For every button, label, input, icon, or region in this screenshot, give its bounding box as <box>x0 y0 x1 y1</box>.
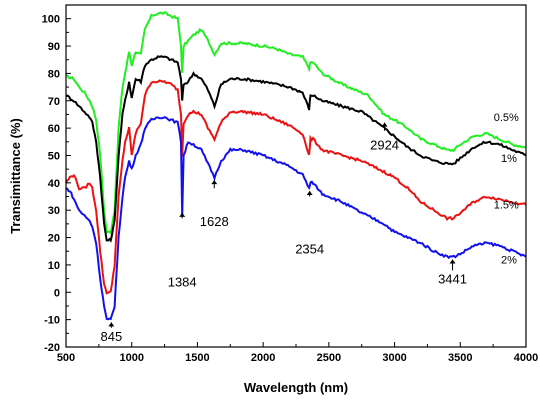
peak-arrow-head <box>108 322 115 327</box>
y-tick-label: 100 <box>42 14 60 26</box>
axis-group: 500 1000 1500 2000 2500 3000 3500 4000 -20 -10 0 10… <box>42 14 539 364</box>
series-line-4 <box>65 116 527 321</box>
series-label: 1.5% <box>494 200 519 212</box>
annotation-group: 845 1384 1628 2354 2924 3441 0.5% 1% 1.5% 2% <box>100 112 519 344</box>
y-tick-label: 60 <box>48 123 60 135</box>
x-tick-label: 500 <box>57 352 75 364</box>
series-label: 0.5% <box>494 112 519 124</box>
peak-label: 1628 <box>200 214 229 229</box>
peak-label: 3441 <box>438 272 467 287</box>
x-tick-label: 2000 <box>251 352 275 364</box>
peak-arrow-head <box>381 122 388 127</box>
y-tick-label: 40 <box>48 178 60 190</box>
peak-arrow-head <box>179 212 186 217</box>
x-tick-label: 1000 <box>119 352 143 364</box>
y-tick-label: 30 <box>48 205 60 217</box>
series-label: 1% <box>501 153 517 165</box>
series-line-1 <box>65 11 527 236</box>
peak-arrow-head <box>449 259 456 264</box>
y-tick-label: 50 <box>48 150 60 162</box>
x-tick-label: 3000 <box>382 352 406 364</box>
y-tick-label: 90 <box>48 41 60 53</box>
series-group <box>65 11 527 321</box>
x-tick-label: 3500 <box>448 352 472 364</box>
peak-arrow-head <box>306 191 313 196</box>
x-tick-label: 2500 <box>317 352 341 364</box>
series-line-3 <box>65 79 527 295</box>
y-tick-label: -10 <box>44 315 60 327</box>
peak-label: 2924 <box>370 138 399 153</box>
y-tick-label: 20 <box>48 233 60 245</box>
y-axis-title: Transimittance (%) <box>8 118 23 234</box>
y-tick-label: -20 <box>44 342 60 354</box>
y-tick-label: 80 <box>48 68 60 80</box>
y-tick-label: 0 <box>54 287 60 299</box>
y-tick-label: 70 <box>48 96 60 108</box>
x-axis-title: Wavelength (nm) <box>244 380 348 395</box>
series-label: 2% <box>501 254 517 266</box>
y-tick-label: 10 <box>48 260 60 272</box>
peak-arrow-head <box>211 180 218 185</box>
peak-label: 2354 <box>295 242 324 257</box>
peak-label: 845 <box>100 329 122 344</box>
x-tick-label: 1500 <box>185 352 209 364</box>
x-tick-label: 4000 <box>514 352 538 364</box>
peak-label: 1384 <box>168 274 197 289</box>
series-line-2 <box>65 55 527 243</box>
